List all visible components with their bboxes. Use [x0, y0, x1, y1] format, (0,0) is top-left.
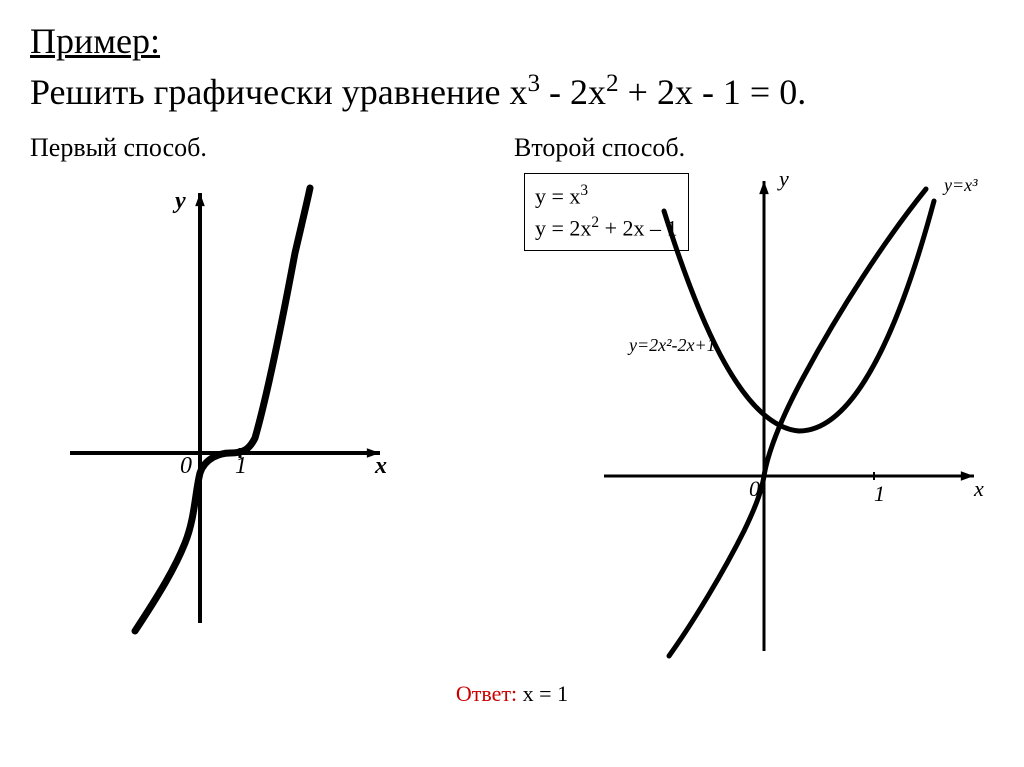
method-2-label: Второй способ. — [514, 133, 994, 163]
problem-equation: x3 - 2x2 + 2x - 1 = 0. — [509, 72, 806, 112]
equation-1: y = x3 — [535, 180, 678, 212]
method-2-column: Второй способ. y = x3 y = 2x2 + 2x – 1 y… — [514, 133, 994, 671]
equation-2: y = 2x2 + 2x – 1 — [535, 212, 678, 244]
answer-value: x = 1 — [523, 681, 568, 706]
answer-line: Ответ: x = 1 — [30, 681, 994, 707]
answer-label: Ответ: — [456, 681, 517, 706]
problem-prefix: Решить графически уравнение — [30, 72, 509, 112]
methods-row: Первый способ. y x 0 1 Второй способ. y = x… — [30, 133, 994, 671]
graph-1: y x 0 1 — [30, 173, 410, 643]
method-1-column: Первый способ. y x 0 1 — [30, 133, 494, 671]
svg-text:1: 1 — [235, 453, 247, 479]
svg-text:1: 1 — [874, 481, 885, 506]
svg-text:y: y — [172, 188, 186, 214]
problem-statement: Решить графически уравнение x3 - 2x2 + 2… — [30, 70, 994, 113]
svg-text:0: 0 — [749, 476, 760, 501]
example-title: Пример: — [30, 20, 994, 62]
method-1-label: Первый способ. — [30, 133, 494, 163]
svg-text:x: x — [374, 453, 387, 479]
svg-text:y=2x²-2x+1: y=2x²-2x+1 — [627, 335, 716, 355]
svg-text:y: y — [777, 171, 789, 191]
svg-text:x: x — [973, 476, 984, 501]
svg-text:y=x³: y=x³ — [942, 175, 978, 195]
svg-text:0: 0 — [180, 453, 192, 479]
